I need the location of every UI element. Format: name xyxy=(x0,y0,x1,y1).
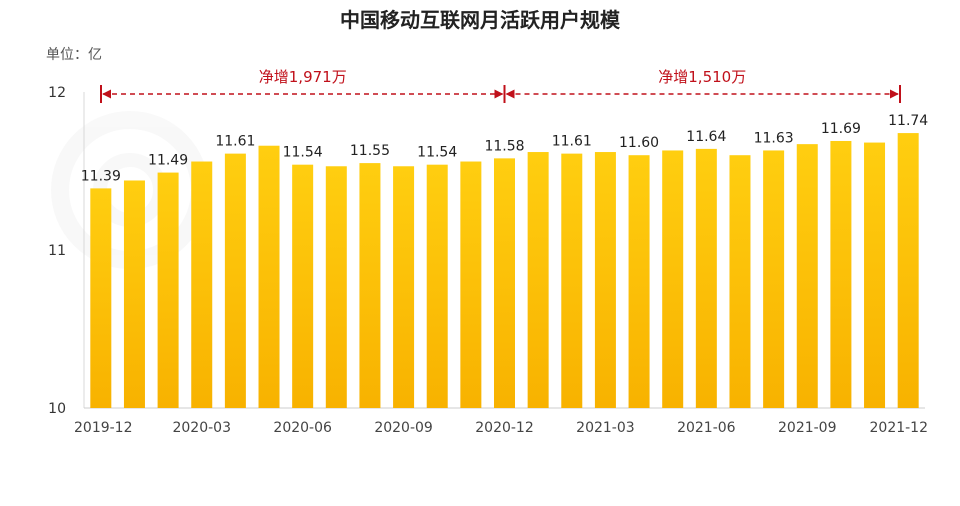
y-tick-label: 11 xyxy=(48,243,66,259)
data-label: 11.54 xyxy=(283,145,323,161)
net-increase-label: 净增1,510万 xyxy=(658,68,746,86)
data-label: 11.63 xyxy=(754,130,794,146)
bar-2021-03 xyxy=(594,152,616,408)
data-label: 11.60 xyxy=(619,135,659,151)
data-label: 11.69 xyxy=(821,121,861,137)
bar-2019-12 xyxy=(90,188,112,408)
bar-2021-10 xyxy=(830,140,852,409)
bar-2021-04 xyxy=(628,155,650,408)
y-tick-label: 12 xyxy=(48,85,66,101)
bar-2021-07 xyxy=(729,155,751,408)
x-tick-label: 2020-03 xyxy=(172,420,231,436)
x-tick-label: 2020-06 xyxy=(273,420,332,436)
x-tick-label: 2019-12 xyxy=(74,420,133,436)
x-tick-label: 2021-09 xyxy=(778,420,837,436)
bar-2021-09 xyxy=(796,144,818,408)
x-tick-label: 2020-12 xyxy=(475,420,534,436)
bar-2020-05 xyxy=(258,145,280,408)
x-tick-label: 2020-09 xyxy=(374,420,433,436)
data-label: 11.64 xyxy=(686,129,726,145)
x-tick-label: 2021-06 xyxy=(677,420,736,436)
y-tick-label: 10 xyxy=(48,401,66,417)
x-tick-label: 2021-03 xyxy=(576,420,635,436)
data-label: 11.58 xyxy=(484,138,524,154)
bar-2020-04 xyxy=(224,153,246,408)
bar-2020-09 xyxy=(393,166,415,408)
bar-2020-11 xyxy=(460,161,482,408)
bar-2021-01 xyxy=(527,152,549,408)
bar-2020-12 xyxy=(494,158,515,408)
chart-title: 中国移动互联网月活跃用户规模 xyxy=(340,8,620,32)
bar-2020-08 xyxy=(359,163,381,408)
data-label: 11.49 xyxy=(148,153,188,169)
bar-2020-10 xyxy=(426,164,448,408)
bar-2021-12 xyxy=(897,133,919,408)
bar-2021-11 xyxy=(864,142,886,408)
bar-2020-01 xyxy=(123,180,145,408)
bar-2020-06 xyxy=(292,164,314,408)
unit-label: 单位：亿 xyxy=(46,47,102,63)
x-tick-label: 2021-12 xyxy=(870,420,929,436)
data-label: 11.39 xyxy=(81,168,121,184)
data-label: 11.61 xyxy=(552,134,592,150)
bar-2020-03 xyxy=(191,161,213,408)
bar-2020-07 xyxy=(325,166,347,408)
data-label: 11.74 xyxy=(888,113,928,129)
data-label: 11.55 xyxy=(350,143,390,159)
net-increase-label: 净增1,971万 xyxy=(259,68,347,86)
data-label: 11.54 xyxy=(417,145,457,161)
bar-2021-06 xyxy=(695,148,717,408)
bar-2021-08 xyxy=(763,150,785,408)
bar-2021-02 xyxy=(561,153,583,408)
data-label: 11.61 xyxy=(215,134,255,150)
bar-2020-02 xyxy=(157,172,179,408)
bar-2021-05 xyxy=(662,150,684,408)
